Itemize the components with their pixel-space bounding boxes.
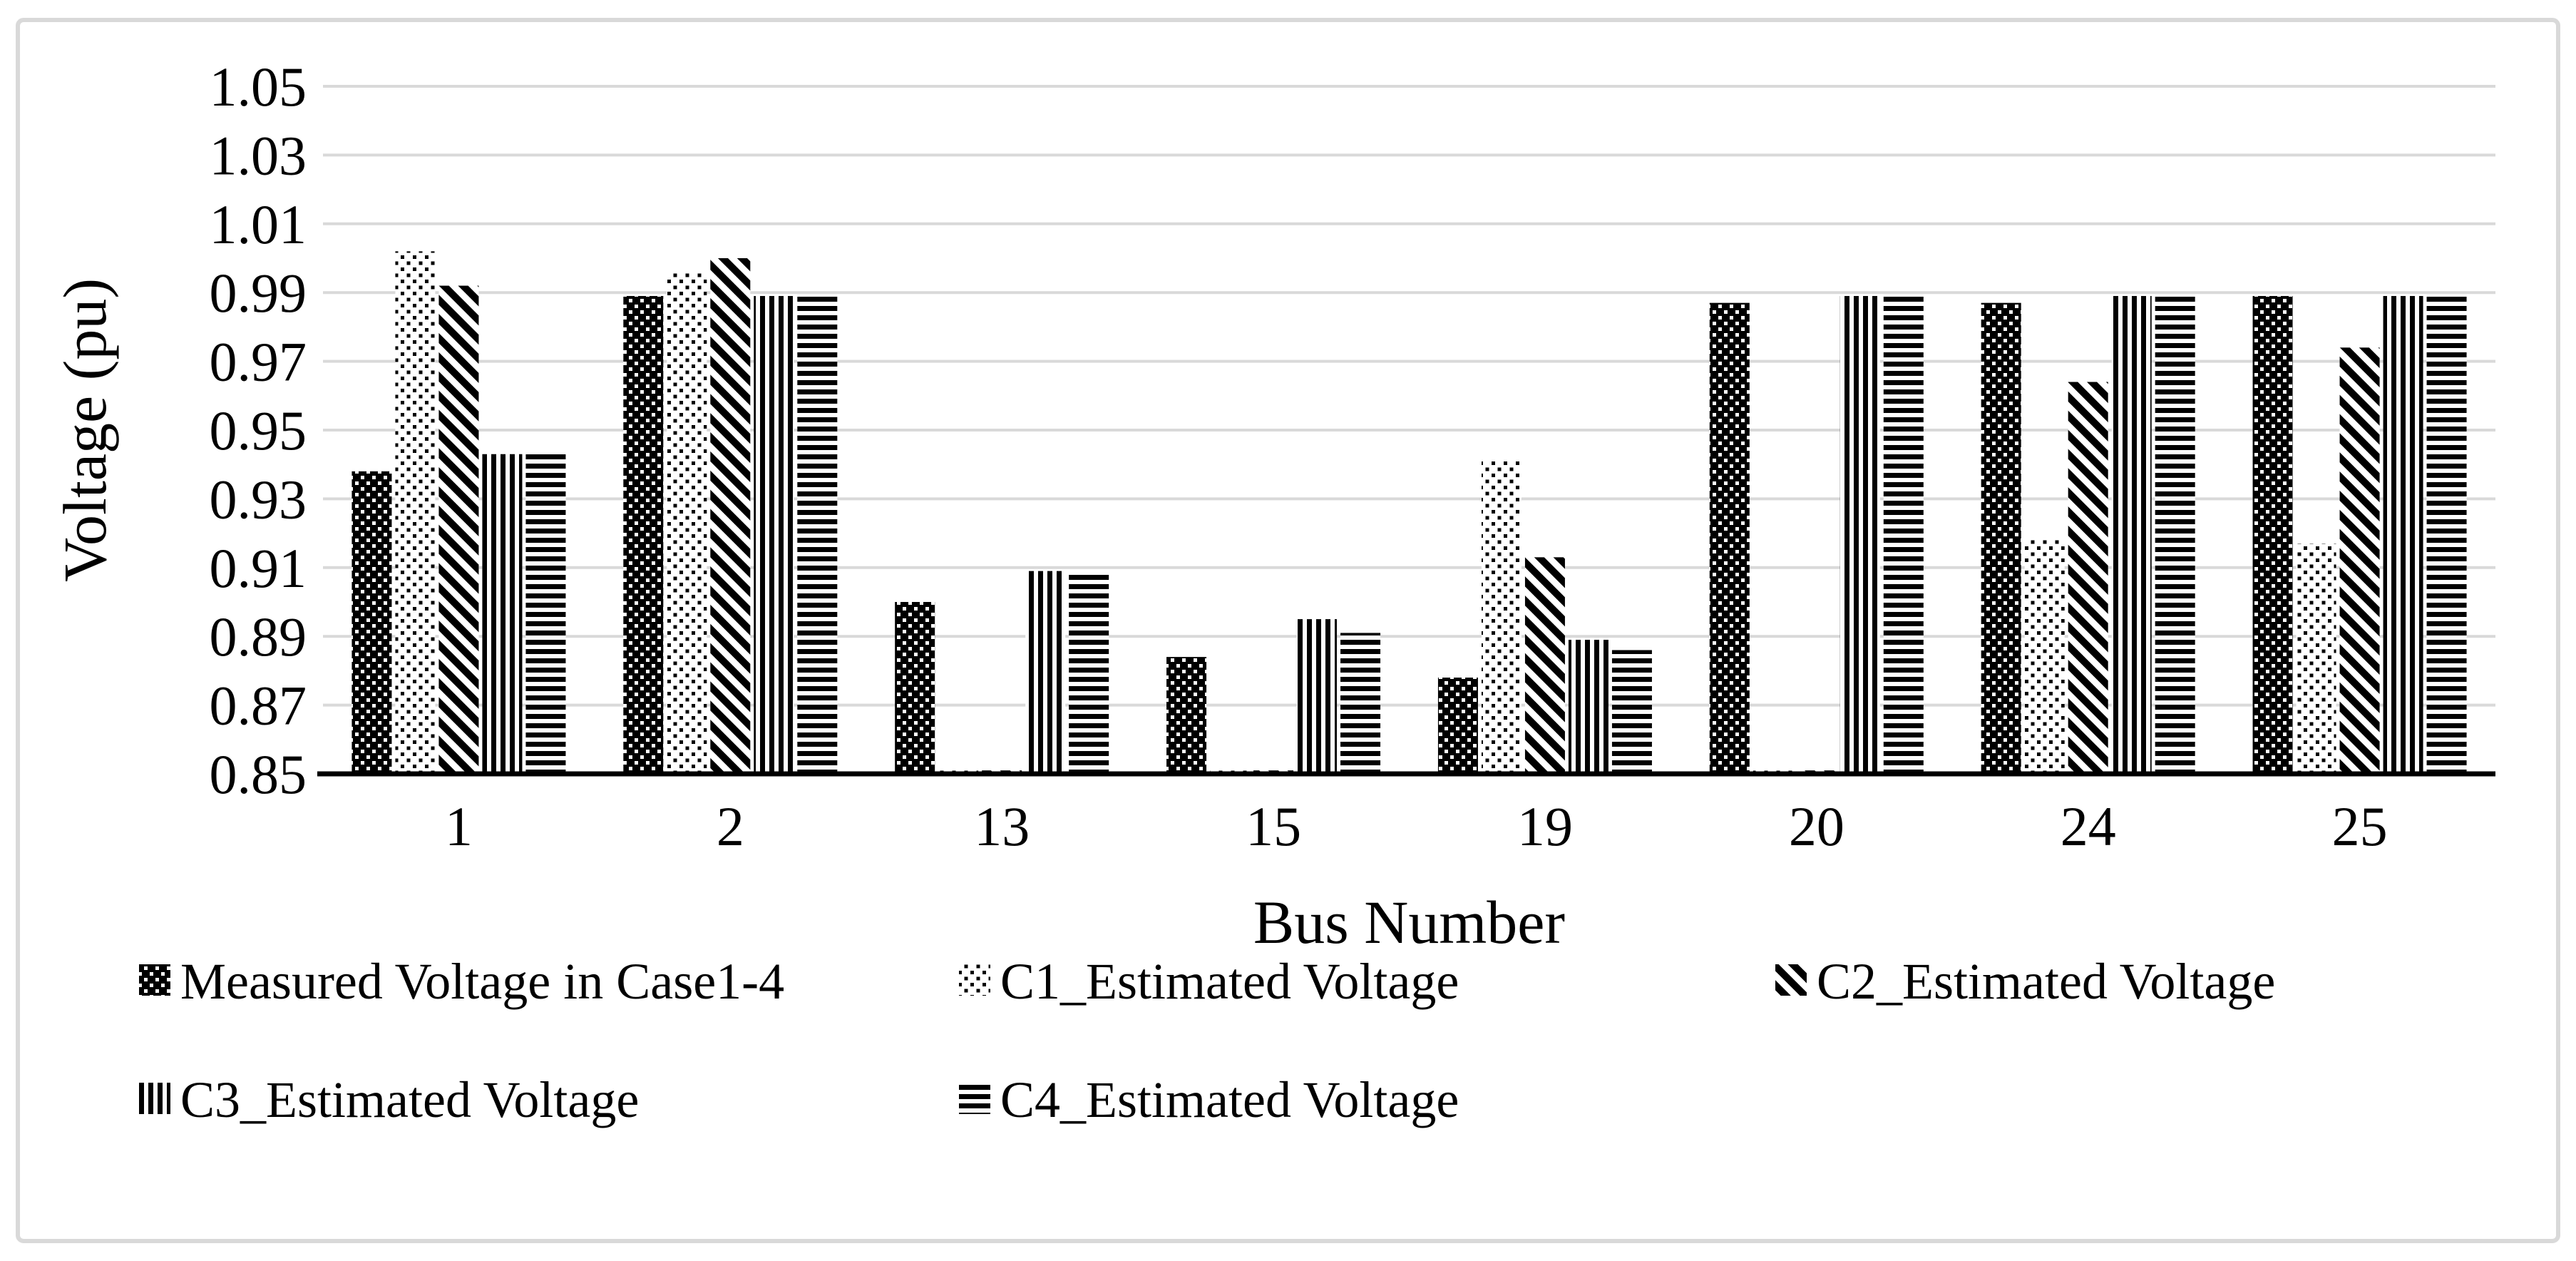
bar [2111, 296, 2152, 774]
bar [710, 258, 751, 774]
bar [2155, 296, 2195, 774]
legend-item: C3_Estimated Voltage [139, 1071, 639, 1128]
bar [395, 251, 436, 774]
x-axis-title: Bus Number [1253, 888, 1565, 956]
legend-item: C1_Estimated Voltage [959, 953, 1459, 1010]
legend-swatch-diagonal-stripes-icon [1775, 964, 1807, 996]
x-tick-label: 2 [717, 795, 744, 857]
bar [2426, 296, 2467, 774]
y-tick-label: 1.01 [210, 193, 307, 255]
legend-label: C3_Estimated Voltage [180, 1071, 639, 1128]
bar [2068, 382, 2108, 774]
bar [1437, 678, 1478, 774]
y-tick-label: 0.99 [210, 262, 307, 324]
bar [1611, 650, 1652, 774]
y-tick-label: 0.95 [210, 399, 307, 461]
bar [1524, 557, 1565, 774]
y-tick-label: 0.85 [210, 743, 307, 805]
bar [667, 272, 707, 774]
bars-group [351, 251, 2467, 774]
legend-swatch-light-dotted-icon [959, 964, 990, 996]
bar [1568, 640, 1608, 774]
y-tick-label: 0.97 [210, 331, 307, 393]
legend-item: Measured Voltage in Case1-4 [139, 953, 784, 1010]
bar [623, 296, 664, 774]
y-axis-title: Voltage (pu) [51, 278, 119, 582]
bar [1340, 633, 1381, 774]
bar [1481, 461, 1522, 774]
x-tick-label: 19 [1517, 795, 1573, 857]
y-tick-label: 0.93 [210, 468, 307, 530]
bar [482, 454, 523, 774]
figure-border [16, 18, 2560, 1243]
bar [351, 471, 392, 774]
y-tick-label: 0.87 [210, 675, 307, 737]
y-tick-label: 0.89 [210, 606, 307, 668]
legend-swatch-dark-dotted-icon [139, 964, 170, 996]
legend-swatch-vertical-stripes-icon [139, 1083, 170, 1114]
legend-label: C2_Estimated Voltage [1817, 953, 2275, 1010]
bar [1981, 302, 2021, 774]
legend-item: C4_Estimated Voltage [959, 1071, 1459, 1128]
x-tick-label: 24 [2061, 795, 2116, 857]
bar [1839, 296, 1880, 774]
x-tick-labels-group: 1 2 13 15 19 20 24 25 [445, 795, 2388, 857]
bar [1883, 296, 1924, 774]
legend-swatch-horizontal-stripes-icon [959, 1083, 990, 1114]
bar [1025, 571, 1066, 774]
bar [1297, 619, 1338, 774]
y-tick-label: 1.05 [210, 56, 307, 118]
bar [2339, 347, 2380, 774]
bar [754, 296, 794, 774]
y-tick-labels-group: 0.850.87 0.89 0.91 0.93 0.950.97 0.99 1.01 1.03… [210, 56, 307, 805]
bar [1709, 302, 1750, 774]
x-tick-label: 1 [445, 795, 473, 857]
legend-item: C2_Estimated Voltage [1775, 953, 2275, 1010]
x-tick-label: 13 [974, 795, 1030, 857]
y-tick-label: 0.91 [210, 537, 307, 599]
bar [525, 454, 566, 774]
legend: Measured Voltage in Case1-4 C1_Estimated … [139, 953, 2275, 1128]
bar [895, 602, 935, 774]
bar [1069, 574, 1109, 774]
bar [1166, 657, 1207, 774]
bar [2024, 540, 2065, 774]
bar [2383, 296, 2423, 774]
legend-label: Measured Voltage in Case1-4 [180, 953, 784, 1010]
x-tick-label: 15 [1246, 795, 1301, 857]
bar [2296, 543, 2336, 774]
bar [438, 285, 479, 774]
x-tick-label: 25 [2332, 795, 2388, 857]
bar [797, 296, 838, 774]
legend-label: C1_Estimated Voltage [1000, 953, 1459, 1010]
y-tick-label: 1.03 [210, 124, 307, 186]
legend-label: C4_Estimated Voltage [1000, 1071, 1459, 1128]
bar [2252, 296, 2293, 774]
x-tick-label: 20 [1789, 795, 1844, 857]
